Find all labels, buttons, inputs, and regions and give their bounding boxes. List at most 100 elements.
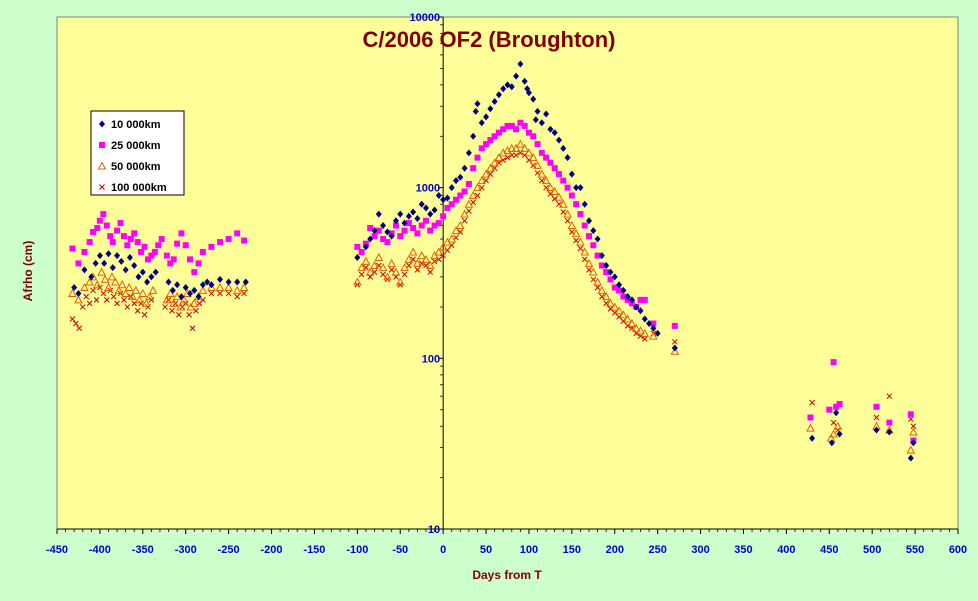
data-point xyxy=(474,154,481,161)
data-point xyxy=(547,125,554,133)
data-point xyxy=(631,323,641,332)
data-point xyxy=(413,258,422,267)
data-point xyxy=(242,278,249,286)
data-point xyxy=(465,181,472,188)
data-point xyxy=(141,298,151,307)
legend: 10 000km 25 000km 50 000km 100 000km xyxy=(90,110,185,196)
data-point xyxy=(520,143,529,152)
data-point xyxy=(601,292,611,301)
data-point xyxy=(225,236,232,243)
legend-marker xyxy=(99,120,105,128)
data-point xyxy=(873,414,880,421)
data-point xyxy=(422,217,429,224)
data-point xyxy=(375,227,382,234)
data-point xyxy=(534,107,541,115)
data-point xyxy=(624,293,631,301)
data-point xyxy=(826,406,833,413)
data-point xyxy=(564,184,571,191)
data-point xyxy=(453,196,460,203)
x-tick-label: -150 xyxy=(303,544,325,556)
data-point xyxy=(405,262,412,269)
data-point xyxy=(525,129,532,136)
data-point xyxy=(606,298,615,307)
data-point xyxy=(88,273,95,281)
x-tick-label: 50 xyxy=(480,544,492,556)
data-point xyxy=(641,336,648,342)
data-point xyxy=(158,236,165,243)
data-point xyxy=(367,225,374,232)
data-point xyxy=(169,298,179,307)
data-point xyxy=(148,285,158,294)
data-point xyxy=(85,277,94,286)
data-point xyxy=(175,311,182,318)
data-point xyxy=(371,233,378,240)
data-point xyxy=(169,307,175,314)
x-tick-label: -250 xyxy=(218,544,240,556)
data-point xyxy=(395,277,405,286)
data-point xyxy=(232,285,242,294)
data-point xyxy=(563,209,572,218)
data-point xyxy=(654,329,661,337)
data-point xyxy=(384,228,391,236)
data-point xyxy=(451,226,461,235)
data-point xyxy=(86,300,93,307)
data-point xyxy=(199,281,206,289)
data-point xyxy=(174,240,181,247)
tick-labels: -450 -400 -350 -300 -250 -200 -150 -100 -50 0 50 10… xyxy=(46,12,967,556)
data-point xyxy=(603,269,610,276)
data-point xyxy=(124,304,131,310)
data-point xyxy=(491,97,498,105)
data-point xyxy=(74,295,83,304)
x-tick-label: -350 xyxy=(132,544,154,556)
data-point xyxy=(435,191,442,199)
data-point xyxy=(410,225,417,232)
data-point xyxy=(427,227,434,234)
data-point xyxy=(525,89,532,97)
data-point xyxy=(886,428,893,436)
legend-marker xyxy=(97,161,107,170)
data-point xyxy=(483,141,490,148)
data-point xyxy=(127,236,134,243)
data-point xyxy=(427,269,434,275)
data-point xyxy=(414,230,421,237)
data-point xyxy=(148,252,155,259)
data-point xyxy=(73,320,79,327)
data-point xyxy=(513,152,519,159)
data-point xyxy=(94,225,101,232)
data-point xyxy=(378,263,388,272)
data-point xyxy=(576,237,585,246)
data-point xyxy=(448,201,455,208)
data-point xyxy=(139,268,146,276)
plot-area xyxy=(56,16,959,530)
data-point xyxy=(490,158,499,167)
data-point xyxy=(551,165,558,172)
x-tick-label: 200 xyxy=(606,544,624,556)
x-tick-label: 0 xyxy=(440,544,446,556)
x-tick-label: 550 xyxy=(906,544,924,556)
data-point xyxy=(481,169,491,178)
data-point xyxy=(470,132,477,140)
data-point xyxy=(165,278,172,286)
data-point xyxy=(431,258,438,265)
x-tick-label: 300 xyxy=(691,544,709,556)
data-point xyxy=(521,122,528,129)
data-point xyxy=(427,210,434,218)
data-point xyxy=(906,445,916,454)
x-tick-label: -50 xyxy=(392,544,408,556)
data-point xyxy=(83,293,90,300)
data-point xyxy=(516,139,525,148)
data-point xyxy=(671,344,678,352)
data-point xyxy=(131,261,138,269)
data-point xyxy=(594,252,601,259)
data-point xyxy=(152,268,159,276)
data-point xyxy=(103,297,110,303)
data-point xyxy=(92,259,99,267)
data-point xyxy=(100,274,110,283)
data-point xyxy=(367,235,374,243)
data-point xyxy=(186,311,193,318)
data-point xyxy=(584,258,594,267)
data-point xyxy=(392,222,399,229)
data-point xyxy=(370,260,379,269)
data-point xyxy=(405,212,412,220)
data-point xyxy=(610,302,620,311)
